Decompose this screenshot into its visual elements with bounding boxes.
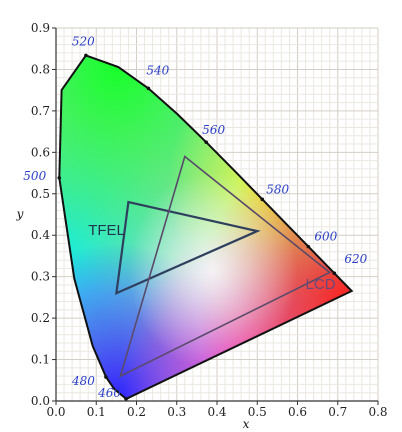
x-tick-label: 0.6 bbox=[288, 405, 307, 419]
axes: 0.0 0.1 0.2 0.3 0.4 0.5 0.6 0.7 0.8 0.0 0.1 0.2 0.3 0… bbox=[16, 21, 388, 431]
y-tick-label: 0.1 bbox=[31, 353, 50, 367]
y-tick-label: 0.5 bbox=[31, 187, 50, 201]
wavelength-tick bbox=[146, 86, 151, 91]
wavelength-label: 500 bbox=[23, 169, 46, 183]
wavelength-tick bbox=[260, 197, 265, 202]
x-axis-title: x bbox=[243, 417, 250, 431]
x-tick-label: 0.0 bbox=[46, 405, 65, 419]
wavelength-label: 520 bbox=[72, 34, 95, 48]
wavelength-tick bbox=[84, 53, 88, 58]
y-tick-label: 0.0 bbox=[31, 394, 50, 408]
x-tick-label: 0.4 bbox=[207, 405, 226, 419]
x-tick-label: 0.3 bbox=[167, 405, 186, 419]
wavelength-tick bbox=[57, 176, 62, 180]
gamut-triangle-lcd bbox=[119, 155, 332, 378]
gamut-triangle-tfel bbox=[115, 200, 261, 295]
wavelength-label: 580 bbox=[266, 182, 289, 196]
wavelength-tick bbox=[204, 140, 208, 144]
series-label-lcd: LCD bbox=[306, 276, 336, 293]
x-tick-label: 0.2 bbox=[127, 405, 146, 419]
wavelength-tick bbox=[306, 244, 311, 249]
series-label-tfel: TFEL bbox=[88, 222, 125, 239]
y-tick-label: 0.2 bbox=[31, 311, 50, 325]
wavelength-label: 460 bbox=[97, 386, 121, 400]
x-tick-label: 0.1 bbox=[87, 405, 106, 419]
spectral-locus-outline bbox=[58, 54, 354, 401]
y-tick-label: 0.3 bbox=[31, 270, 50, 284]
spectral-locus bbox=[57, 53, 354, 401]
wavelength-label: 540 bbox=[146, 63, 169, 77]
x-tick-label: 0.7 bbox=[328, 405, 347, 419]
wavelength-tick bbox=[104, 375, 108, 379]
wavelength-label: 620 bbox=[344, 252, 367, 266]
y-tick-label: 0.7 bbox=[31, 104, 50, 118]
wavelength-tick bbox=[124, 397, 128, 401]
y-tick-label: 0.6 bbox=[31, 145, 50, 159]
y-tick-label: 0.8 bbox=[31, 62, 50, 76]
y-tick-label: 0.4 bbox=[31, 228, 50, 242]
gamut-triangles bbox=[115, 155, 332, 378]
wavelength-label: 600 bbox=[314, 230, 337, 244]
x-tick-label: 0.5 bbox=[248, 405, 267, 419]
wavelength-label: 480 bbox=[71, 374, 95, 388]
x-tick-label: 0.8 bbox=[368, 405, 387, 419]
y-tick-label: 0.9 bbox=[31, 21, 50, 35]
wavelength-label: 560 bbox=[202, 123, 225, 137]
y-axis-title: y bbox=[16, 207, 24, 221]
wavelength-tick bbox=[332, 271, 337, 276]
